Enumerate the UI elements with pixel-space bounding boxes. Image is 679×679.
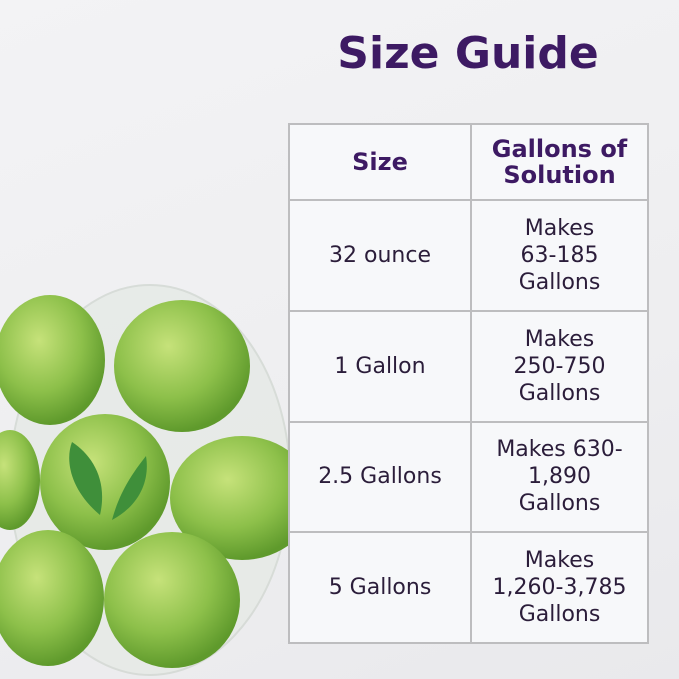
leaf-icon bbox=[69, 442, 103, 515]
gallons-cell: Makes 63-185 Gallons bbox=[470, 199, 649, 312]
gallons-cell: Makes 630-1,890 Gallons bbox=[470, 420, 649, 534]
green-apples-plate-image bbox=[0, 284, 314, 676]
size-guide-table: Size Gallons of Solution 32 ounce Makes … bbox=[288, 123, 649, 644]
table-row: 1 Gallon Makes 250-750 Gallons bbox=[288, 309, 649, 423]
table-row: 2.5 Gallons Makes 630-1,890 Gallons bbox=[288, 420, 649, 534]
leaf-icon bbox=[112, 456, 147, 520]
gallons-cell: Makes 250-750 Gallons bbox=[470, 309, 649, 423]
size-cell: 1 Gallon bbox=[288, 309, 472, 423]
size-cell: 32 ounce bbox=[288, 199, 472, 312]
table-row: 32 ounce Makes 63-185 Gallons bbox=[288, 199, 649, 312]
page-title: Size Guide bbox=[337, 28, 599, 79]
size-cell: 5 Gallons bbox=[288, 531, 472, 644]
table-header-row: Size Gallons of Solution bbox=[288, 123, 649, 201]
header-size: Size bbox=[288, 123, 472, 201]
size-cell: 2.5 Gallons bbox=[288, 420, 472, 534]
header-gallons: Gallons of Solution bbox=[470, 123, 649, 201]
table-row: 5 Gallons Makes 1,260-3,785 Gallons bbox=[288, 531, 649, 644]
gallons-cell: Makes 1,260-3,785 Gallons bbox=[470, 531, 649, 644]
